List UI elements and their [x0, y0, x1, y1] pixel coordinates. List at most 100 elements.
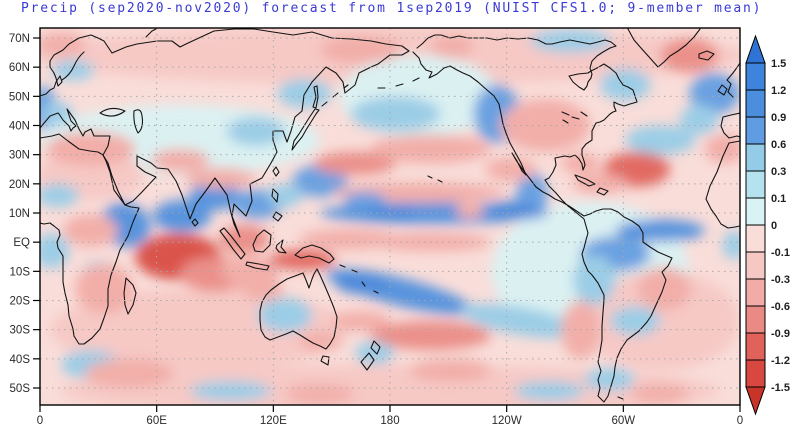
colorbar-segment [745, 278, 766, 307]
colorbar-label: -0.6 [771, 301, 790, 313]
lat-tick-label: 20S [10, 296, 31, 308]
axis-ticks [33, 37, 741, 412]
colorbar-segment [745, 143, 766, 172]
lon-tick-label: 180 [380, 415, 399, 427]
anomaly-blob [355, 341, 394, 365]
anomaly-blob [285, 383, 355, 404]
anomaly-blob [331, 311, 391, 331]
coastline-path [272, 211, 283, 222]
colorbar-label: 0.6 [771, 139, 786, 151]
anomaly-blob [625, 125, 696, 155]
anomaly-blob [705, 134, 740, 164]
anomaly-blob [257, 297, 313, 333]
coastline-path [561, 111, 588, 124]
anomaly-blob [485, 201, 536, 220]
coastline-path [40, 28, 410, 238]
anomaly-blob [456, 202, 484, 218]
anomaly-blob [298, 331, 342, 352]
colorbar-label: 1.2 [771, 85, 786, 97]
anomaly-blob [561, 153, 600, 174]
colorbar-label: -0.1 [771, 247, 790, 259]
colorbar-triangle-top [745, 34, 766, 64]
coastline-path [377, 77, 420, 89]
coastline-path [271, 188, 279, 203]
coastline-path [717, 84, 728, 96]
coastline-layer [40, 28, 740, 403]
anomaly-blob [460, 303, 580, 339]
anomaly-blob [343, 192, 387, 208]
anomaly-blob [185, 167, 256, 189]
anomaly-blob [430, 35, 474, 59]
anomaly-blob [584, 367, 635, 391]
latitude-axis-labels: 70N 60N 50N 40N 30N 20N 10N EQ 10S 20S 30S 40S 50S [9, 33, 30, 395]
coastline-path [705, 140, 740, 229]
lon-tick-label: 0 [37, 415, 43, 427]
colorbar-label: 0.1 [771, 193, 786, 205]
lat-tick-label: 40S [10, 354, 31, 366]
coastline-path [275, 239, 287, 254]
anomaly-blob [351, 96, 441, 132]
lat-tick-label: 40N [9, 121, 30, 133]
coastline-path [698, 50, 715, 61]
lat-tick-label: 30S [10, 325, 31, 337]
colorbar-segment [745, 197, 766, 226]
coastline-path [219, 227, 246, 260]
anomaly-field-layer [40, 28, 740, 405]
anomaly-blob [226, 116, 285, 146]
lat-tick-label: 20N [9, 179, 30, 191]
colorbar-label: 1.5 [771, 58, 786, 70]
colorbar-segment [745, 332, 766, 361]
anomaly-blob [409, 358, 492, 383]
anomaly-blob [335, 271, 387, 295]
chart-title: Precip (sep2020-nov2020) forecast from 1… [21, 1, 763, 16]
colorbar-triangle-bottom [745, 386, 766, 416]
anomaly-blob [660, 38, 719, 73]
coastline-path [596, 187, 609, 196]
colorbar-segment [745, 251, 766, 280]
anomaly-blob [269, 249, 336, 270]
coastline-path [720, 112, 740, 139]
anomaly-blob [679, 105, 719, 135]
lat-tick-label: 60N [9, 62, 30, 74]
anomaly-blob [150, 148, 210, 173]
anomaly-blob [370, 320, 492, 351]
gridline-layer [40, 28, 740, 405]
coastline-path [145, 28, 157, 38]
coastline-path [123, 277, 137, 315]
anomaly-blob [636, 266, 692, 311]
colorbar-label: -0.3 [771, 274, 790, 286]
colorbar-segment [745, 116, 766, 145]
anomaly-blob [572, 255, 616, 306]
anomaly-blob [631, 383, 690, 404]
anomaly-blob [40, 32, 87, 56]
lat-tick-label: 10N [9, 208, 30, 220]
anomaly-blob [364, 203, 416, 223]
lon-tick-label: 120W [492, 415, 522, 427]
colorbar-label: -0.9 [771, 328, 790, 340]
coastline-path [373, 290, 379, 294]
colorbar-segment [745, 89, 766, 118]
coastline-path [291, 108, 320, 151]
lon-tick-label: 60W [612, 415, 636, 427]
coastline-path [40, 133, 140, 345]
coastline-path [320, 355, 330, 366]
anomaly-blob [320, 35, 402, 65]
coastline-path [412, 34, 673, 403]
coastline-path [252, 229, 272, 253]
coastline-path [321, 84, 349, 107]
anomaly-blob [500, 99, 591, 152]
coastline-path [99, 107, 126, 117]
longitude-axis-labels: 0 60E 120E 180 120W 60W 0 [37, 415, 743, 427]
coastline-path [726, 62, 740, 98]
anomaly-blob [600, 68, 651, 101]
coastline-path [312, 85, 319, 109]
lat-tick-label: 10S [10, 266, 31, 278]
coastline-path [574, 174, 596, 187]
coastline-path [617, 396, 624, 400]
anomaly-blob [530, 29, 612, 53]
coastline-path [272, 166, 280, 177]
colorbar-label: 0.3 [771, 166, 786, 178]
anomaly-blob [45, 131, 136, 167]
anomaly-blob [84, 358, 175, 388]
